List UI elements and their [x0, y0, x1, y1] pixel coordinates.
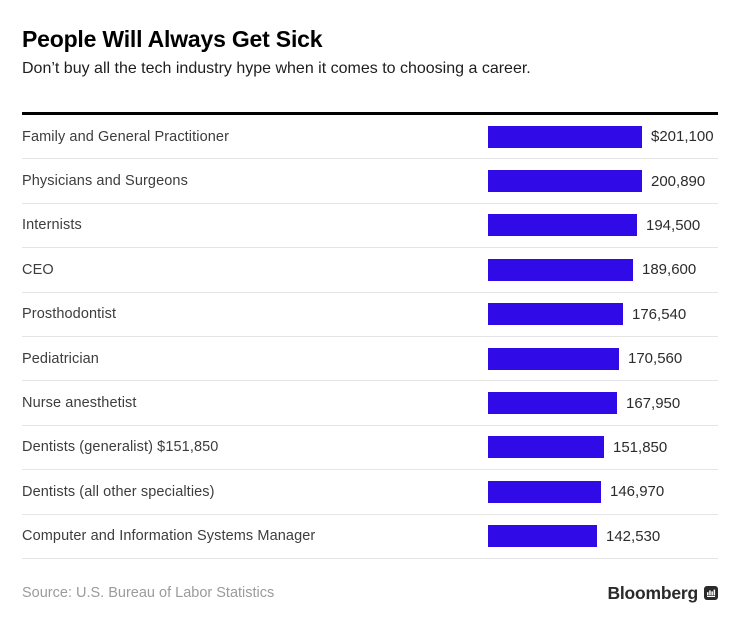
- category-label: Internists: [22, 217, 82, 234]
- chart-row: Internists 194,500: [22, 204, 718, 249]
- bloomberg-logo: Bloomberg: [607, 583, 718, 604]
- value-bar: [488, 347, 619, 370]
- source-note: Source: U.S. Bureau of Labor Statistics: [22, 585, 275, 602]
- chart-rows: Family and General Practitioner $201,100…: [22, 115, 718, 559]
- category-label: Family and General Practitioner: [22, 128, 229, 145]
- category-label: Prosthodontist: [22, 306, 117, 323]
- category-label: Nurse anesthetist: [22, 395, 137, 412]
- bar-area: 170,560: [488, 337, 682, 380]
- chart-footer: Source: U.S. Bureau of Labor Statistics …: [22, 559, 718, 604]
- value-bar: [488, 480, 601, 503]
- chart-row: Family and General Practitioner $201,100: [22, 115, 718, 160]
- chart-row: Prosthodontist 176,540: [22, 293, 718, 337]
- value-bar: [488, 392, 617, 415]
- bar-area: 142,530: [488, 515, 660, 558]
- bar-area: 200,890: [488, 159, 705, 202]
- category-label: Computer and Information Systems Manager: [22, 528, 316, 545]
- bloomberg-wordmark: Bloomberg: [607, 582, 698, 603]
- bar-area: 189,600: [488, 248, 696, 291]
- bar-area: 146,970: [488, 470, 664, 513]
- category-label: Pediatrician: [22, 350, 99, 367]
- chart-row: CEO 189,600: [22, 248, 718, 293]
- value-bar: [488, 214, 637, 237]
- value-label: 189,600: [642, 261, 697, 279]
- chart-row: Dentists (all other specialties) 146,970: [22, 470, 718, 515]
- chart-row: Dentists (generalist) $151,850 151,850: [22, 426, 718, 471]
- chart-row: Pediatrician 170,560: [22, 337, 718, 382]
- value-bar: [488, 525, 597, 548]
- bar-area: 194,500: [488, 204, 700, 247]
- value-bar: [488, 125, 642, 148]
- category-label: Physicians and Surgeons: [22, 173, 188, 190]
- value-label: $201,100: [651, 128, 714, 146]
- bar-chart: Family and General Practitioner $201,100…: [22, 112, 718, 559]
- value-label: 151,850: [613, 438, 668, 456]
- chart-row: Computer and Information Systems Manager…: [22, 515, 718, 559]
- bar-area: $201,100: [488, 115, 714, 158]
- category-label: Dentists (all other specialties): [22, 483, 215, 500]
- value-label: 146,970: [610, 483, 665, 501]
- bloomberg-chart-icon: [704, 586, 718, 601]
- page-subtitle: Don’t buy all the tech industry hype whe…: [22, 60, 531, 77]
- category-label: Dentists (generalist) $151,850: [22, 439, 219, 456]
- chart-row: Nurse anesthetist 167,950: [22, 381, 718, 426]
- value-bar: [488, 436, 604, 459]
- chart-row: Physicians and Surgeons 200,890: [22, 159, 718, 204]
- value-bar: [488, 258, 633, 281]
- bar-area: 151,850: [488, 426, 667, 469]
- value-bar: [488, 170, 642, 193]
- category-label: CEO: [22, 261, 54, 278]
- value-label: 167,950: [626, 394, 681, 412]
- value-label: 170,560: [628, 350, 683, 368]
- bar-area: 176,540: [488, 293, 686, 336]
- bar-area: 167,950: [488, 381, 680, 424]
- page-title: People Will Always Get Sick: [22, 26, 323, 52]
- value-bar: [488, 303, 623, 326]
- value-label: 194,500: [646, 216, 701, 234]
- value-label: 176,540: [632, 305, 687, 323]
- value-label: 142,530: [606, 527, 661, 545]
- value-label: 200,890: [651, 172, 706, 190]
